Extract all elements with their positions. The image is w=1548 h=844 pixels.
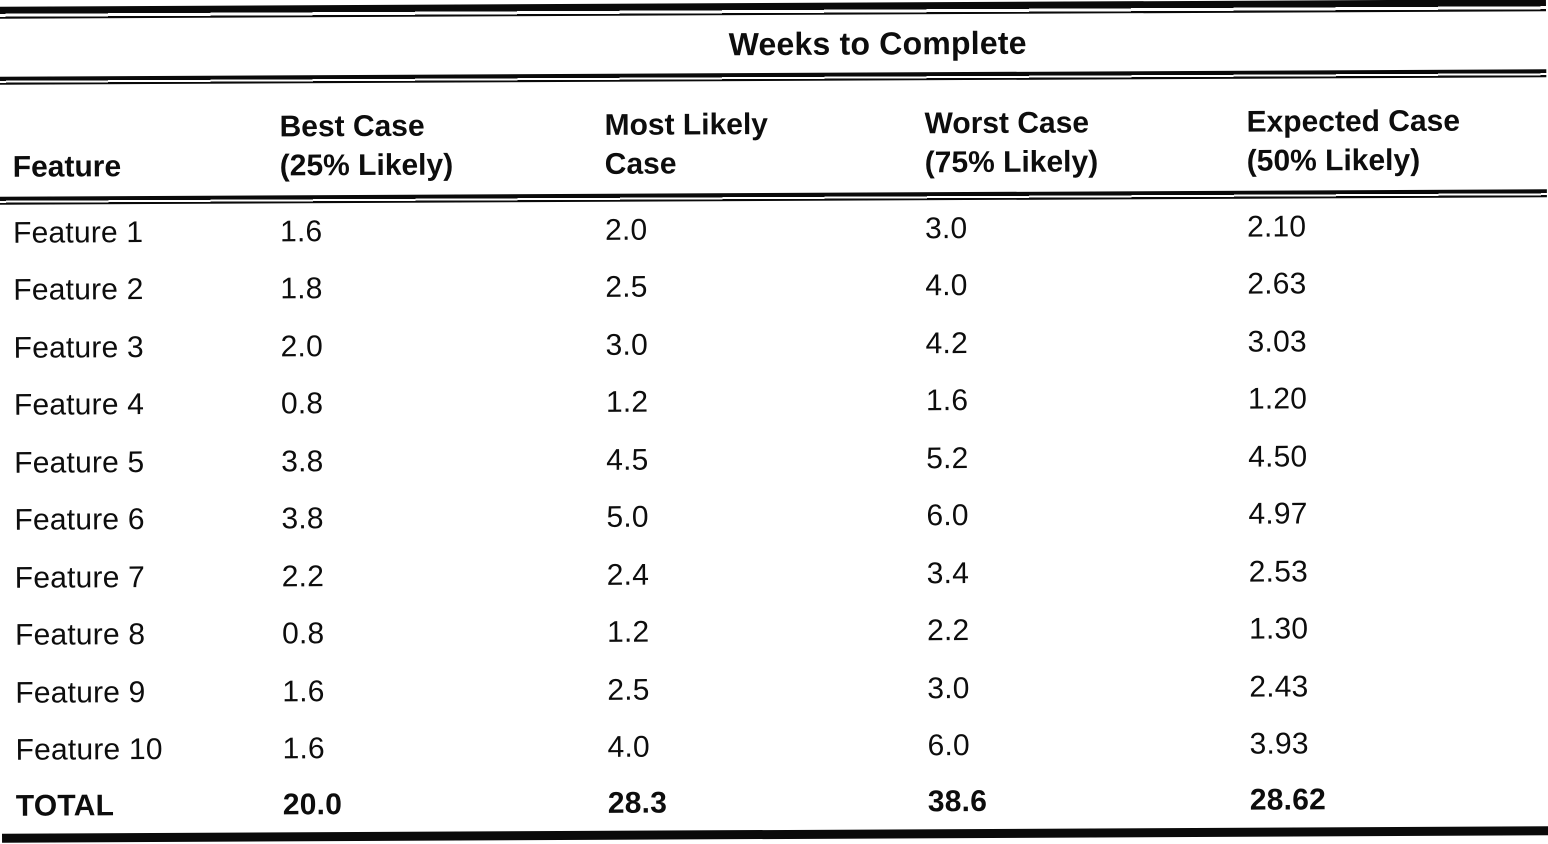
table-row: Feature 2 1.8 2.5 4.0 2.63	[0, 255, 1547, 320]
column-header-expected-case-line1: Expected Case	[1246, 104, 1461, 139]
expected-cell: 4.97	[1248, 497, 1308, 531]
table-body: Feature 1 1.6 2.0 3.0 2.10 Feature 2 1.8…	[0, 197, 1548, 780]
total-label: TOTAL	[15, 789, 115, 823]
column-header-best-case-line1: Best Case	[279, 109, 425, 144]
table-row: Feature 4 0.8 1.2 1.6 1.20	[0, 370, 1548, 435]
feature-cell: Feature 10	[15, 733, 163, 767]
total-expected: 28.62	[1249, 783, 1327, 817]
expected-cell: 2.63	[1247, 267, 1307, 301]
most-likely-cell: 1.2	[605, 385, 649, 420]
feature-cell: Feature 4	[13, 388, 145, 422]
table-row: Feature 10 1.6 4.0 6.0 3.93	[1, 715, 1548, 780]
worst-case-cell: 3.4	[926, 556, 970, 591]
column-header-most-likely: Most Likely Case	[604, 104, 924, 194]
most-likely-cell: 2.0	[604, 213, 648, 247]
expected-cell: 3.93	[1249, 727, 1309, 761]
feature-cell: Feature 1	[12, 215, 144, 250]
most-likely-cell: 4.5	[606, 443, 649, 477]
worst-case-cell: 3.0	[924, 211, 968, 246]
total-best-case: 20.0	[282, 788, 343, 822]
table-row: Feature 9 1.6 2.5 3.0 2.43	[1, 657, 1548, 722]
expected-cell: 1.30	[1248, 612, 1309, 646]
column-header-feature: Feature	[0, 146, 280, 196]
best-case-cell: 1.6	[282, 674, 325, 709]
column-header-worst-case: Worst Case (75% Likely)	[924, 103, 1246, 193]
column-header-expected-case-line2: (50% Likely)	[1246, 143, 1421, 178]
expected-cell: 2.43	[1249, 670, 1309, 704]
feature-cell: Feature 7	[14, 560, 146, 595]
expected-cell: 3.03	[1247, 325, 1307, 359]
expected-cell: 2.10	[1246, 210, 1307, 244]
spanning-header: Weeks to Complete	[728, 24, 1027, 62]
expected-cell: 1.20	[1247, 382, 1308, 416]
most-likely-cell: 3.0	[605, 328, 649, 362]
feature-cell: Feature 6	[14, 503, 145, 537]
best-case-cell: 0.8	[280, 387, 324, 421]
best-case-cell: 1.6	[282, 732, 325, 766]
column-header-row: Feature Best Case (25% Likely) Most Like…	[0, 77, 1547, 197]
feature-cell: Feature 3	[13, 330, 144, 365]
table-row: Feature 3 2.0 3.0 4.2 3.03	[0, 312, 1548, 377]
best-case-cell: 1.8	[280, 272, 323, 306]
worst-case-cell: 1.6	[925, 384, 969, 418]
best-case-cell: 3.8	[281, 502, 324, 536]
spanning-header-row: Weeks to Complete	[0, 11, 1546, 77]
worst-case-cell: 5.2	[926, 441, 969, 476]
expected-cell: 2.53	[1248, 555, 1309, 589]
most-likely-cell: 2.4	[606, 558, 650, 592]
column-header-expected-case: Expected Case (50% Likely)	[1246, 101, 1546, 190]
feature-cell: Feature 9	[15, 675, 146, 710]
best-case-cell: 2.0	[280, 329, 324, 364]
column-header-worst-case-line2: (75% Likely)	[924, 145, 1099, 180]
worst-case-cell: 4.2	[925, 326, 969, 361]
most-likely-cell: 1.2	[606, 615, 650, 650]
best-case-cell: 2.2	[281, 559, 325, 594]
best-case-cell: 1.6	[279, 214, 323, 249]
column-header-most-likely-line1: Most Likely	[604, 108, 769, 142]
most-likely-cell: 4.0	[607, 730, 650, 765]
column-header-feature-line1: Feature	[12, 150, 122, 184]
table-row: Feature 7 2.2 2.4 3.4 2.53	[1, 542, 1548, 607]
total-most-likely: 28.3	[607, 786, 668, 820]
best-case-cell: 0.8	[281, 617, 325, 651]
most-likely-cell: 2.5	[607, 673, 650, 707]
column-header-most-likely-line2: Case	[604, 147, 677, 181]
most-likely-cell: 5.0	[606, 500, 649, 535]
table-row: Feature 1 1.6 2.0 3.0 2.10	[0, 197, 1547, 262]
worst-case-cell: 6.0	[926, 499, 969, 533]
worst-case-cell: 4.0	[925, 269, 968, 303]
total-row: TOTAL 20.0 28.3 38.6 28.62	[2, 772, 1548, 834]
column-header-worst-case-line1: Worst Case	[924, 106, 1090, 141]
table-row: Feature 5 3.8 4.5 5.2 4.50	[0, 427, 1548, 492]
best-case-cell: 3.8	[281, 444, 324, 479]
feature-cell: Feature 2	[13, 273, 144, 307]
table-row: Feature 6 3.8 5.0 6.0 4.97	[0, 485, 1548, 550]
table-row: Feature 8 0.8 1.2 2.2 1.30	[1, 600, 1548, 665]
worst-case-cell: 3.0	[927, 671, 970, 706]
worst-case-cell: 6.0	[927, 729, 970, 763]
column-header-best-case: Best Case (25% Likely)	[279, 106, 604, 196]
feature-cell: Feature 5	[14, 445, 145, 480]
expected-cell: 4.50	[1248, 440, 1308, 474]
feature-cell: Feature 8	[14, 618, 146, 652]
total-worst-case: 38.6	[927, 784, 988, 819]
most-likely-cell: 2.5	[605, 270, 648, 305]
column-header-best-case-line2: (25% Likely)	[279, 148, 454, 183]
worst-case-cell: 2.2	[926, 614, 970, 648]
